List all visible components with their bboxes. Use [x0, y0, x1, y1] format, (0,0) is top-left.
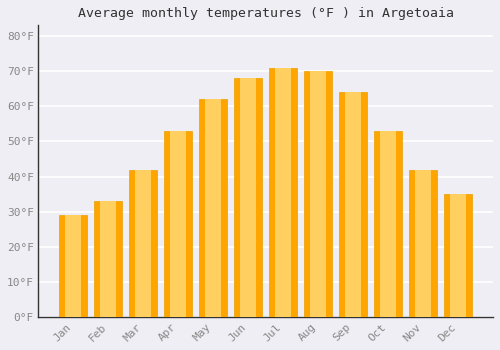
Title: Average monthly temperatures (°F ) in Argetoaia: Average monthly temperatures (°F ) in Ar…	[78, 7, 454, 20]
Bar	[94, 201, 122, 317]
Bar	[345, 92, 361, 317]
Bar	[450, 194, 466, 317]
Bar	[199, 99, 228, 317]
Bar	[374, 131, 402, 317]
Bar	[59, 215, 88, 317]
Bar	[234, 78, 262, 317]
Bar	[444, 194, 472, 317]
Bar	[65, 215, 81, 317]
Bar	[380, 131, 396, 317]
Bar	[129, 170, 158, 317]
Bar	[170, 131, 186, 317]
Bar	[338, 92, 368, 317]
Bar	[415, 170, 431, 317]
Bar	[275, 68, 291, 317]
Bar	[304, 71, 332, 317]
Bar	[205, 99, 221, 317]
Bar	[240, 78, 256, 317]
Bar	[135, 170, 151, 317]
Bar	[310, 71, 326, 317]
Bar	[164, 131, 192, 317]
Bar	[268, 68, 298, 317]
Bar	[100, 201, 116, 317]
Bar	[408, 170, 438, 317]
